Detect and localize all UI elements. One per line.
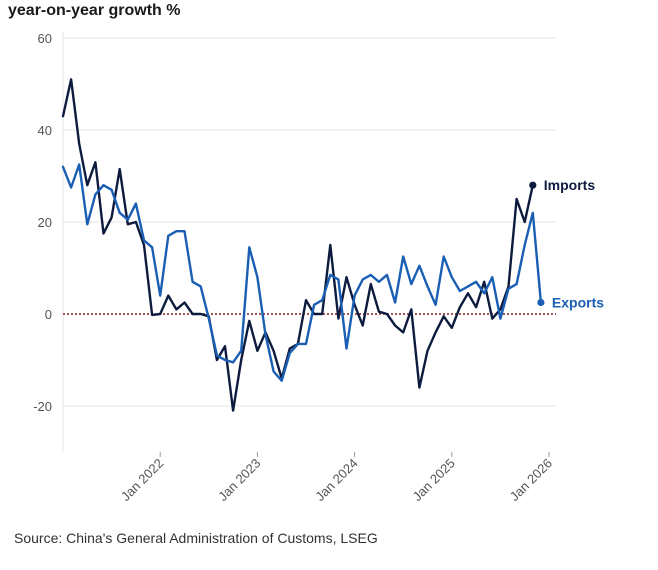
- series-line-imports: [61, 78, 534, 412]
- y-axis-title: year-on-year growth %: [8, 2, 181, 19]
- x-tick-label: Jan 2025: [409, 456, 457, 504]
- series-label-exports: Exports: [552, 295, 604, 311]
- x-tick-label: Jan 2026: [507, 456, 555, 504]
- x-tick-label: Jan 2023: [215, 456, 263, 504]
- x-tick-label: Jan 2022: [118, 456, 166, 504]
- series-line-exports: [61, 163, 543, 382]
- series-end-point-exports: [537, 298, 545, 307]
- source-note: Source: China's General Administration o…: [14, 530, 378, 546]
- y-tick-label: 20: [38, 215, 52, 230]
- line-chart: 60 40 20 0 -20 Jan 2022 Jan 2023 Jan 2024 Jan 20…: [33, 31, 604, 504]
- y-tick-label: 40: [38, 123, 52, 138]
- series-end-point-imports: [529, 181, 537, 189]
- y-tick-label: 60: [38, 31, 52, 46]
- series-label-imports: Imports: [544, 177, 596, 193]
- y-tick-label: 0: [45, 307, 52, 322]
- y-tick-label: -20: [33, 399, 52, 414]
- x-tick-label: Jan 2024: [312, 456, 360, 504]
